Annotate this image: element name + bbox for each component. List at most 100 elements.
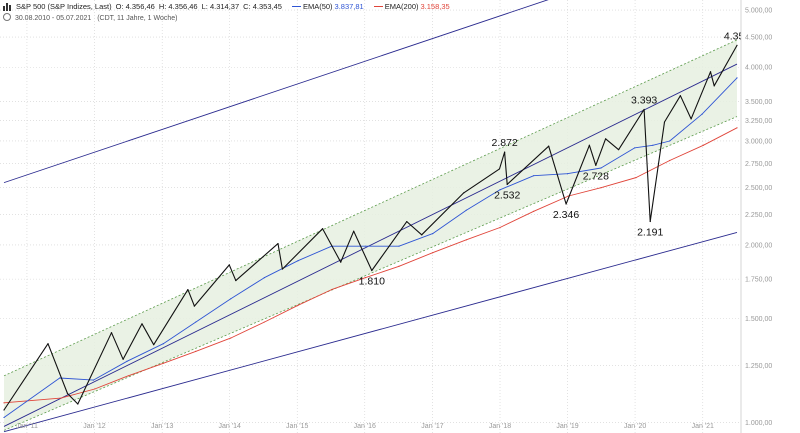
chart-logo-icon bbox=[3, 2, 12, 11]
data-point bbox=[605, 138, 607, 140]
data-point bbox=[595, 164, 597, 166]
high-value: H: 4.356,46 bbox=[158, 2, 198, 11]
data-point bbox=[709, 71, 712, 73]
data-point bbox=[331, 288, 333, 291]
ema200-label: EMA(200) bbox=[384, 2, 419, 11]
data-point bbox=[600, 167, 602, 169]
data-point bbox=[465, 209, 467, 211]
price-annotation: 2.191 bbox=[637, 227, 663, 239]
data-point bbox=[498, 168, 501, 170]
data-point bbox=[162, 343, 164, 345]
price-annotation: 2.872 bbox=[491, 137, 517, 149]
data-point bbox=[663, 121, 666, 123]
data-point bbox=[92, 379, 94, 381]
price-annotation: 3.393 bbox=[631, 94, 657, 106]
data-point bbox=[47, 343, 49, 345]
data-point bbox=[634, 147, 636, 149]
data-point bbox=[398, 265, 400, 267]
y-tick-label: 1.500,00 bbox=[745, 316, 772, 323]
x-tick-label: Jan '15 bbox=[286, 423, 308, 430]
timeframe-info: (CDT, 11 Jahre, 1 Woche) bbox=[97, 15, 178, 22]
data-point bbox=[669, 140, 671, 142]
data-point bbox=[122, 358, 124, 360]
x-tick-label: Jan '11 bbox=[16, 423, 38, 430]
data-point bbox=[736, 44, 738, 46]
trendline-channel-lower bbox=[3, 116, 738, 431]
data-point bbox=[162, 362, 164, 364]
data-point bbox=[533, 175, 535, 177]
data-point bbox=[127, 375, 129, 377]
data-point bbox=[421, 234, 423, 236]
open-value: O: 4.356,46 bbox=[115, 2, 155, 11]
x-tick-label: Jan '17 bbox=[421, 423, 443, 430]
data-point bbox=[506, 183, 508, 186]
trendline-outer-lower bbox=[3, 231, 738, 433]
data-point bbox=[548, 145, 550, 147]
data-point bbox=[635, 177, 637, 179]
y-tick-label: 4.500,00 bbox=[745, 35, 772, 42]
x-tick-label: Jan '14 bbox=[219, 423, 241, 430]
data-point bbox=[565, 203, 567, 205]
data-point bbox=[3, 416, 5, 419]
data-point bbox=[153, 344, 155, 346]
data-point bbox=[94, 388, 96, 390]
data-point bbox=[504, 151, 506, 153]
data-point bbox=[364, 245, 366, 247]
y-tick-label: 1.000,00 bbox=[745, 420, 772, 427]
y-tick-label: 1.250,00 bbox=[745, 363, 772, 370]
ema50-label: EMA(50) bbox=[302, 2, 333, 11]
ema200-swatch bbox=[373, 5, 383, 8]
data-point bbox=[432, 233, 434, 235]
y-tick-label: 3.000,00 bbox=[745, 138, 772, 145]
x-tick-label: Jan '20 bbox=[624, 423, 646, 430]
data-point bbox=[353, 230, 355, 232]
ema50-value: 3.837,81 bbox=[334, 2, 364, 11]
y-tick-label: 4.000,00 bbox=[745, 65, 772, 72]
y-tick-label: 2.000,00 bbox=[745, 242, 772, 249]
trendline-middle bbox=[3, 63, 738, 427]
data-point bbox=[187, 288, 189, 291]
clock-icon bbox=[3, 13, 11, 21]
data-point bbox=[110, 332, 113, 334]
data-point bbox=[340, 261, 342, 263]
data-point bbox=[499, 189, 501, 191]
x-tick-label: Jan '12 bbox=[83, 423, 105, 430]
price-annotation: 2.346 bbox=[553, 209, 579, 221]
price-annotation: 2.532 bbox=[494, 189, 520, 201]
series-s-p-500 bbox=[3, 44, 738, 411]
data-point bbox=[193, 305, 195, 307]
data-point bbox=[669, 159, 671, 162]
y-tick-label: 1.750,00 bbox=[745, 277, 772, 284]
data-point bbox=[195, 350, 197, 352]
close-value: C: 4.353,45 bbox=[243, 2, 282, 11]
data-point bbox=[263, 321, 265, 323]
series-line bbox=[3, 127, 738, 404]
data-point bbox=[297, 304, 299, 306]
data-point bbox=[679, 95, 681, 97]
data-point bbox=[702, 144, 704, 146]
data-point bbox=[195, 321, 197, 323]
chart-subheader: 30.08.2010 - 05.07.2021 (CDT, 11 Jahre, … bbox=[3, 13, 177, 22]
data-point bbox=[432, 252, 434, 254]
y-tick-label: 5.000,00 bbox=[745, 8, 772, 15]
data-point bbox=[66, 392, 69, 395]
data-point bbox=[141, 323, 143, 325]
data-point bbox=[77, 403, 79, 405]
data-point bbox=[713, 85, 715, 87]
data-point bbox=[499, 226, 501, 229]
series-ema-50- bbox=[3, 77, 738, 419]
data-point bbox=[277, 243, 279, 245]
data-point bbox=[566, 173, 568, 175]
y-tick-label: 3.500,00 bbox=[745, 99, 772, 106]
x-tick-label: Jan '21 bbox=[692, 423, 714, 430]
y-tick-label: 3.250,00 bbox=[745, 118, 772, 125]
data-point bbox=[463, 192, 465, 194]
price-annotation: 2.728 bbox=[583, 170, 609, 182]
data-point bbox=[465, 239, 467, 241]
y-tick-label: 2.750,00 bbox=[745, 161, 772, 168]
data-point bbox=[281, 268, 284, 270]
data-point bbox=[649, 220, 651, 223]
data-point bbox=[588, 144, 590, 146]
trend-channel-fill bbox=[4, 39, 737, 431]
y-tick-label: 2.500,00 bbox=[745, 185, 772, 192]
